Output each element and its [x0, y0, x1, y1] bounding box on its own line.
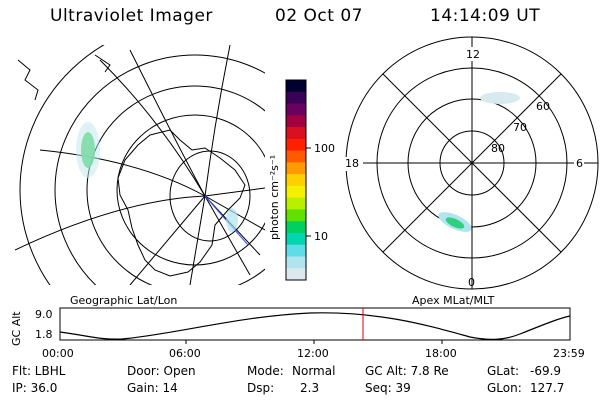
seq-label: Seq: 39	[365, 381, 411, 395]
glon-value: 127.7	[530, 381, 565, 395]
ip-label: IP: 36.0	[12, 381, 58, 395]
colorbar-swatch	[286, 209, 306, 222]
geo-lat-circle	[116, 114, 265, 266]
app-title: Ultraviolet Imager	[50, 6, 213, 26]
glat-label: GLat:	[487, 364, 520, 378]
geo-lat-circle	[86, 85, 265, 285]
geo-meridian	[204, 195, 251, 276]
colorbar-swatch	[286, 221, 306, 234]
mlt-label-18: 18	[345, 157, 359, 170]
coastline	[17, 59, 39, 101]
dsp-label: Dsp:	[247, 381, 275, 395]
mode-value: Normal	[292, 364, 336, 378]
orbit-ytick-bottom: 1.8	[35, 328, 53, 341]
aurora-emission	[226, 208, 238, 232]
polar-label-bg	[343, 157, 363, 171]
orbit-xtick: 00:00	[42, 347, 74, 360]
orbit-xtick: 18:00	[425, 347, 457, 360]
dsp-value: 2.3	[300, 381, 320, 395]
colorbar-swatch	[286, 185, 306, 199]
colorbar-swatch	[286, 244, 306, 257]
colorbar-swatch	[286, 150, 306, 163]
orbit-xtick: 23:59	[553, 347, 585, 360]
orbit-ylabel: GC Alt	[10, 311, 23, 346]
orbit-plot	[59, 307, 571, 344]
polar-label-bg	[574, 157, 584, 171]
geo-map-caption: Geographic Lat/Lon	[70, 294, 177, 307]
colorbar-frame	[285, 79, 307, 281]
date-label: 02 Oct 07	[275, 6, 363, 26]
geographic-map	[15, 45, 265, 285]
mlt-label-12: 12	[466, 48, 480, 61]
mlt-label-0: 0	[468, 276, 475, 289]
colorbar-swatch	[286, 197, 306, 210]
polar-meridian	[382, 73, 562, 253]
glon-label: GLon:	[487, 381, 522, 395]
geo-lat-circle	[19, 45, 105, 285]
door-label: Door: Open	[127, 364, 196, 378]
orbit-plot-frame	[59, 307, 571, 341]
polar-label-bg	[465, 47, 479, 61]
polar-map-caption: Apex MLat/MLT	[412, 294, 495, 307]
time-label: 14:14:09 UT	[430, 6, 541, 26]
geo-meridian	[189, 45, 231, 285]
geo-meridian	[129, 195, 206, 285]
coastline	[94, 54, 111, 73]
mode-label: Mode:	[247, 364, 284, 378]
orbit-altitude-curve	[59, 312, 571, 340]
glat-value: -69.9	[530, 364, 562, 378]
geo-meridian	[39, 149, 265, 231]
colorbar-swatch	[286, 138, 306, 152]
colorbar-tick-label: 10	[314, 230, 328, 243]
colorbar-swatch	[286, 232, 306, 246]
geo-pole-circle	[169, 150, 251, 242]
mlat-label-60: 60	[536, 100, 550, 113]
colorbar-swatch	[286, 256, 306, 269]
colorbar-swatch	[286, 127, 306, 140]
orbit-xtick: 06:00	[169, 347, 201, 360]
colorbar-swatch	[286, 115, 306, 128]
colorbar-swatch	[286, 80, 306, 93]
colorbar-swatch	[286, 268, 306, 281]
geo-meridian	[129, 49, 206, 197]
geo-lat-circle	[54, 54, 265, 285]
orbit-xtick: 12:00	[297, 347, 329, 360]
colorbar-swatch	[286, 91, 306, 105]
mlt-label-6: 6	[576, 157, 583, 170]
mlat-label-70: 70	[513, 121, 527, 134]
colorbar-swatch	[286, 162, 306, 175]
aurora-emission	[480, 92, 520, 104]
gc-alt-label: GC Alt: 7.8 Re	[365, 364, 449, 378]
colorbar-tick-label: 100	[314, 142, 335, 155]
gain-label: Gain: 14	[127, 381, 178, 395]
colorbar-swatch	[286, 103, 306, 116]
filter-label: Flt: LBHL	[12, 364, 66, 378]
orbit-ytick-top: 9.0	[35, 308, 53, 321]
aurora-emission	[76, 122, 100, 178]
geo-meridian	[99, 59, 261, 256]
polar-map	[345, 36, 599, 290]
colorbar-unit-label: photon cm⁻²s⁻¹	[268, 155, 281, 240]
colorbar-swatch	[286, 174, 306, 187]
colorbar	[285, 79, 307, 281]
antarctica-outline	[117, 129, 246, 277]
geo-meridian	[15, 187, 265, 251]
mlat-label-80: 80	[491, 142, 505, 155]
aurora-emission	[445, 217, 465, 229]
